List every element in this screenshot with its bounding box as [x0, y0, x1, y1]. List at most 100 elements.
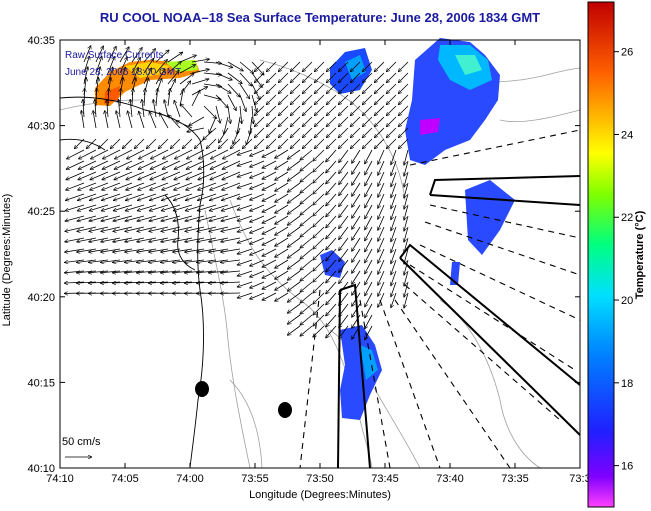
current-vector [138, 111, 145, 129]
current-vector [143, 68, 152, 85]
current-vector [237, 248, 253, 254]
current-vector [266, 138, 277, 149]
current-vector [313, 325, 325, 337]
current-vector [262, 171, 277, 180]
current-vector [287, 325, 301, 335]
current-vector [254, 83, 265, 94]
current-vector [364, 303, 373, 318]
current-vector [230, 138, 241, 149]
current-vector [350, 61, 361, 72]
current-vector [89, 204, 109, 211]
current-vector [338, 149, 349, 163]
current-vector [88, 282, 109, 283]
current-vector [218, 138, 229, 149]
current-vector [172, 259, 193, 263]
current-vector [262, 237, 277, 246]
current-vector [300, 215, 313, 226]
current-vector [114, 149, 133, 160]
current-vector [170, 138, 181, 149]
current-vector [314, 72, 325, 83]
current-vector [161, 193, 181, 201]
current-vector [124, 248, 145, 252]
current-vector [209, 215, 229, 221]
current-vector [76, 259, 97, 263]
current-vector [78, 160, 97, 169]
current-vector [290, 138, 301, 149]
current-vector [302, 94, 313, 105]
current-vector [374, 138, 385, 149]
current-vector [362, 61, 373, 72]
current-vector [300, 171, 313, 182]
current-vector [338, 171, 349, 185]
current-vector [173, 182, 193, 190]
sst-patches [95, 38, 515, 420]
x-ticks: 74:10 74:05 74:00 73:55 73:50 73:45 73:40 73:35… [46, 40, 591, 485]
current-vector [404, 193, 409, 209]
current-vector [184, 237, 205, 242]
current-vector [287, 226, 301, 236]
current-vector [351, 281, 361, 296]
current-vector [242, 138, 253, 149]
current-vector [262, 160, 277, 169]
current-vector [197, 193, 217, 201]
current-vector [78, 149, 97, 160]
current-vector [155, 50, 169, 63]
y-tick-label: 40:10 [27, 463, 55, 475]
current-vector [364, 149, 373, 164]
x-tick-label: 73:50 [306, 473, 334, 485]
current-vector [278, 72, 289, 83]
current-vector [127, 111, 133, 129]
current-vector [313, 281, 325, 293]
current-vector [314, 83, 325, 94]
current-vector [180, 103, 193, 118]
current-vector [112, 282, 133, 283]
current-vector [398, 61, 409, 72]
current-vector [274, 193, 289, 202]
current-vector [287, 149, 301, 159]
current-vector [203, 83, 222, 87]
current-vector [338, 237, 349, 251]
current-vector [148, 237, 169, 242]
current-vector [274, 182, 289, 191]
current-vector [326, 127, 337, 138]
current-vector [197, 204, 217, 211]
current-vector [249, 171, 265, 178]
current-vector [126, 160, 145, 169]
current-vector [300, 182, 313, 193]
current-vector [287, 204, 301, 214]
current-vector [290, 61, 301, 72]
current-vector [278, 94, 289, 105]
current-vector [220, 259, 241, 263]
current-vector [313, 303, 325, 315]
current-vector [101, 204, 121, 211]
current-vector [364, 226, 373, 241]
current-vector [325, 303, 337, 316]
current-vector [351, 171, 361, 186]
current-vector [194, 138, 205, 149]
current-vector [326, 105, 337, 116]
current-vector [125, 182, 145, 190]
current-vector [374, 94, 385, 105]
station-marker-2 [278, 402, 292, 418]
current-vector [222, 149, 241, 160]
current-vector [119, 47, 129, 63]
current-vector [172, 282, 193, 283]
current-vector [227, 94, 237, 111]
current-vector [313, 160, 325, 172]
current-vector [374, 127, 385, 138]
current-vector [325, 204, 337, 217]
current-vector [300, 248, 313, 259]
current-vector [391, 160, 397, 176]
current-vector [404, 237, 409, 253]
current-vector [237, 182, 253, 188]
current-vector [237, 237, 253, 243]
current-vector [196, 259, 217, 263]
current-vector [220, 271, 241, 273]
current-vector [300, 149, 313, 160]
current-vector [112, 271, 133, 273]
current-vector [76, 248, 97, 252]
current-vector [74, 138, 85, 149]
current-vector [364, 204, 373, 219]
current-vector [112, 237, 133, 242]
current-vector [227, 61, 244, 72]
